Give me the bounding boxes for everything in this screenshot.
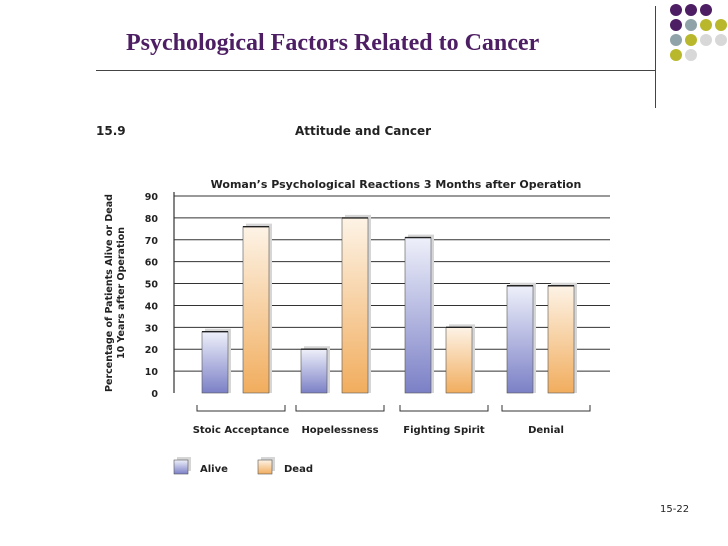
bar-alive-hopelessness bbox=[300, 348, 328, 394]
category-bracket bbox=[501, 405, 591, 412]
y-tick-label: 60 bbox=[145, 258, 159, 269]
decor-dot bbox=[715, 34, 727, 46]
slide-number: 15-22 bbox=[660, 504, 690, 515]
category-bracket bbox=[295, 405, 385, 412]
category-bracket bbox=[196, 405, 286, 412]
y-tick-label: 0 bbox=[151, 389, 158, 400]
category-bracket bbox=[399, 405, 489, 412]
slide-title: Psychological Factors Related to Cancer bbox=[126, 30, 540, 56]
y-tick-label: 40 bbox=[145, 301, 159, 312]
y-tick-label: 90 bbox=[145, 192, 159, 203]
y-axis-label-line-1: Percentage of Patients Alive or Dead bbox=[104, 194, 115, 392]
x-category-label: Stoic Acceptance bbox=[193, 425, 290, 436]
legend-label-dead: Dead bbox=[284, 464, 313, 475]
decor-dot bbox=[715, 19, 727, 31]
decor-vertical-rule bbox=[655, 6, 656, 108]
x-category-label: Fighting Spirit bbox=[403, 425, 485, 436]
y-tick-label: 20 bbox=[145, 345, 159, 356]
decor-dot bbox=[670, 49, 682, 61]
decor-dot bbox=[685, 4, 697, 16]
decor-dot bbox=[685, 34, 697, 46]
decor-dot bbox=[670, 34, 682, 46]
decor-dot bbox=[670, 4, 682, 16]
legend-swatch-alive bbox=[173, 459, 189, 475]
decor-dot bbox=[700, 34, 712, 46]
y-tick-label: 10 bbox=[145, 367, 159, 378]
y-tick-label: 80 bbox=[145, 214, 159, 225]
bar-dead-hopelessness bbox=[341, 217, 369, 394]
y-tick-label: 30 bbox=[145, 323, 159, 334]
x-category-label: Hopelessness bbox=[301, 425, 378, 436]
figure-title: Attitude and Cancer bbox=[295, 124, 432, 138]
legend-label-alive: Alive bbox=[200, 464, 228, 475]
bar-dead-stoic-acceptance bbox=[242, 226, 270, 394]
decor-dot bbox=[670, 19, 682, 31]
bar-dead-denial bbox=[547, 285, 575, 394]
chart-title: Woman’s Psychological Reactions 3 Months… bbox=[211, 178, 582, 191]
bar-alive-fighting-spirit bbox=[404, 237, 432, 394]
decor-dot bbox=[700, 19, 712, 31]
bar-alive-stoic-acceptance bbox=[201, 331, 229, 394]
decor-dot bbox=[685, 19, 697, 31]
chart-legend: Alive Dead bbox=[173, 457, 313, 475]
x-category-label: Denial bbox=[528, 425, 564, 436]
decor-dot bbox=[685, 49, 697, 61]
bar-alive-denial bbox=[506, 285, 534, 394]
legend-swatch-dead bbox=[257, 459, 273, 475]
decor-dot bbox=[700, 4, 712, 16]
y-tick-label: 50 bbox=[145, 280, 159, 291]
figure-number: 15.9 bbox=[96, 124, 126, 138]
y-tick-label: 70 bbox=[145, 236, 159, 247]
bar-dead-fighting-spirit bbox=[445, 327, 473, 394]
title-underline bbox=[96, 70, 656, 71]
y-axis-label-line-2: 10 Years after Operation bbox=[116, 227, 127, 359]
